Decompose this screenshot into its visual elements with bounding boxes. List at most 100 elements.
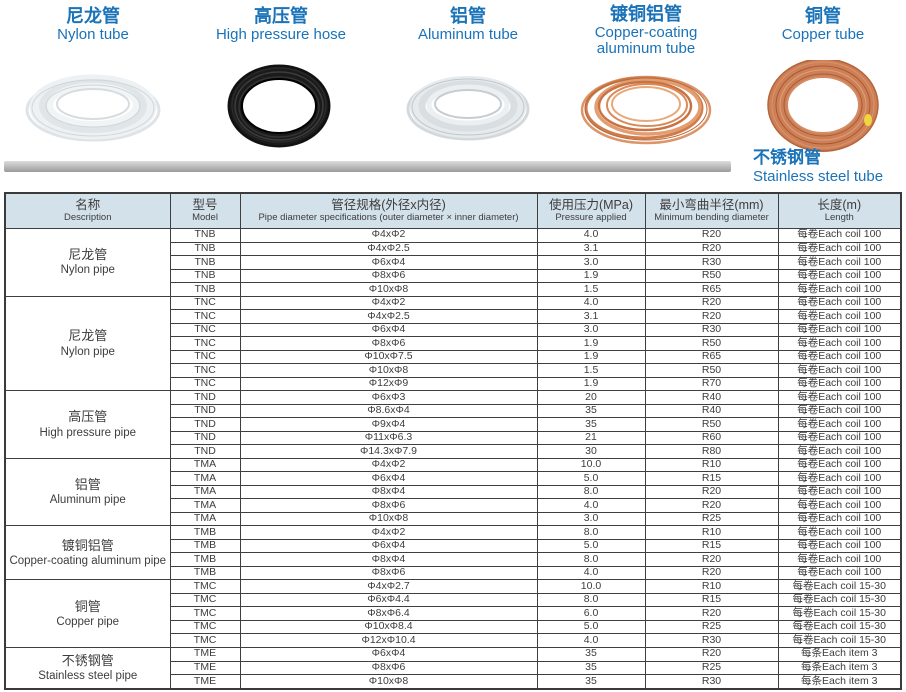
product-title-zh: 高压管 xyxy=(254,6,308,26)
pressure-cell: 8.0 xyxy=(536,484,646,500)
product-title-en: Aluminum tube xyxy=(417,25,519,43)
group-label-en: Stainless steel pipe xyxy=(38,670,138,683)
length-cell: 每卷Each coil 100 xyxy=(777,309,902,324)
table-row: 镀铜铝管 Copper-coating aluminum pipe TMB Φ4xΦ2… xyxy=(4,525,902,581)
product-copper-coating-aluminum-tube: 镀铜铝管 Copper-coating aluminum tube xyxy=(561,4,731,152)
model-cell: TMB xyxy=(169,525,241,540)
table-body: 尼龙管 Nylon pipe TNB Φ4xΦ2 4.0 R20 每卷Each coil 1… xyxy=(4,228,902,690)
header-en: Model xyxy=(192,211,218,223)
spec-cell: Φ10xΦ8 xyxy=(239,673,538,690)
product-title: 高压管 High pressure hose xyxy=(196,6,366,58)
model-cell: TME xyxy=(169,673,241,690)
group-label-en: Nylon pipe xyxy=(60,264,115,277)
length-cell: 每卷Each coil 100 xyxy=(777,336,902,351)
length-cell: 每卷Each coil 100 xyxy=(777,322,902,338)
aluminum-tube-coil-image xyxy=(406,76,530,141)
product-title-en: High pressure hose xyxy=(215,25,347,43)
spec-cell: Φ10xΦ7.5 xyxy=(239,349,538,365)
col-header-pressure: 使用压力(MPa) Pressure applied xyxy=(536,192,646,229)
pressure-cell: 1.5 xyxy=(536,363,646,378)
spec-cell: Φ4xΦ2 xyxy=(239,228,538,243)
group-label-zh: 铜管 xyxy=(74,598,101,614)
stainless-steel-tube-image xyxy=(4,161,731,172)
length-cell: 每卷Each coil 100 xyxy=(777,511,902,527)
radius-cell: R65 xyxy=(644,282,779,297)
length-cell: 每条Each item 3 xyxy=(777,660,902,675)
header-zh: 管径规格(外径x内径) xyxy=(331,198,446,213)
radius-cell: R20 xyxy=(644,309,779,324)
table-row: TNB Φ10xΦ8 1.5 R65 每卷Each coil 100 xyxy=(5,282,902,297)
spec-cell: Φ6xΦ4 xyxy=(239,647,538,662)
table-row: 尼龙管 Nylon pipe TNC Φ4xΦ2 4.0 R20 每卷Each coil 1… xyxy=(4,295,902,392)
product-title-en: Nylon tube xyxy=(57,25,129,43)
radius-cell: R10 xyxy=(644,579,779,594)
header-zh: 使用压力(MPa) xyxy=(548,198,634,213)
table-row: 不锈钢管 Stainless steel pipe TME Φ6xΦ4 35 R20 每条E… xyxy=(4,646,902,690)
spec-cell: Φ4xΦ2 xyxy=(239,525,538,540)
radius-cell: R20 xyxy=(644,498,779,513)
group-label-en: Copper-coating aluminum pipe xyxy=(9,555,167,568)
model-cell: TNB xyxy=(169,282,241,297)
table-row: TNC Φ12xΦ9 1.9 R70 每卷Each coil 100 xyxy=(5,376,902,392)
pressure-cell: 35 xyxy=(536,660,646,675)
copper-coating-aluminum-coil-image xyxy=(580,75,712,144)
spec-cell: Φ6xΦ4 xyxy=(239,322,538,338)
table-row: 铝管 Aluminum pipe TMA Φ4xΦ2 10.0 R10 每卷Each coi… xyxy=(4,457,902,527)
header-zh: 型号 xyxy=(192,198,218,213)
model-cell: TNC xyxy=(169,295,241,311)
group-label-cell: 高压管 High pressure pipe xyxy=(4,390,171,459)
spec-cell: Φ12xΦ10.4 xyxy=(239,633,538,648)
header-en: Minimum bending diameter xyxy=(654,211,769,223)
table-row: TND Φ14.3xΦ7.9 30 R80 每卷Each coil 100 xyxy=(5,444,902,459)
pressure-cell: 8.0 xyxy=(536,552,646,567)
length-cell: 每卷Each coil 100 xyxy=(777,444,902,459)
stainless-label-zh: 不锈钢管 xyxy=(753,148,821,167)
radius-cell: R15 xyxy=(644,471,779,486)
radius-cell: R20 xyxy=(644,647,779,662)
spec-table: 名称 Description 型号 Model 管径规格(外径x内径) Pipe diam… xyxy=(4,192,902,690)
header-zh: 最小弯曲半径(mm) xyxy=(659,198,764,213)
spec-cell: Φ10xΦ8.4 xyxy=(239,619,538,635)
model-cell: TMC xyxy=(169,606,241,621)
radius-cell: R20 xyxy=(644,295,779,311)
model-cell: TMB xyxy=(169,552,241,567)
pressure-cell: 1.9 xyxy=(536,376,646,392)
radius-cell: R30 xyxy=(644,322,779,338)
pressure-cell: 8.0 xyxy=(536,525,646,540)
group-label-zh: 铝管 xyxy=(74,477,101,493)
spec-cell: Φ10xΦ8 xyxy=(239,363,538,378)
radius-cell: R30 xyxy=(644,673,779,690)
length-cell: 每卷Each coil 100 xyxy=(777,552,902,567)
table-header: 名称 Description 型号 Model 管径规格(外径x内径) Pipe diam… xyxy=(4,192,902,229)
radius-cell: R30 xyxy=(644,255,779,270)
spec-cell: Φ8xΦ6 xyxy=(239,565,538,581)
col-header-bending-radius: 最小弯曲半径(mm) Minimum bending diameter xyxy=(644,192,779,229)
pressure-cell: 4.0 xyxy=(536,565,646,581)
pressure-cell: 1.5 xyxy=(536,282,646,297)
table-row: TND Φ9xΦ4 35 R50 每卷Each coil 100 xyxy=(5,417,902,432)
radius-cell: R30 xyxy=(644,633,779,648)
coil-tag xyxy=(864,114,872,126)
col-header-model: 型号 Model xyxy=(169,192,241,229)
group-label-cell: 铜管 Copper pipe xyxy=(4,579,171,648)
spec-cell: Φ8xΦ4 xyxy=(239,484,538,500)
model-cell: TND xyxy=(169,403,241,419)
model-cell: TMC xyxy=(169,592,241,608)
pressure-cell: 1.9 xyxy=(536,268,646,284)
table-row: TMB Φ8xΦ4 8.0 R20 每卷Each coil 100 xyxy=(5,552,902,567)
pressure-cell: 1.9 xyxy=(536,336,646,351)
model-cell: TNC xyxy=(169,376,241,392)
table-row: TNB Φ8xΦ6 1.9 R50 每卷Each coil 100 xyxy=(5,268,902,284)
radius-cell: R20 xyxy=(644,484,779,500)
radius-cell: R10 xyxy=(644,457,779,473)
model-cell: TMC xyxy=(169,579,241,594)
radius-cell: R70 xyxy=(644,376,779,392)
model-cell: TNC xyxy=(169,363,241,378)
table-row: TMA Φ8xΦ6 4.0 R20 每卷Each coil 100 xyxy=(5,498,902,513)
table-row: TNC Φ6xΦ4 3.0 R30 每卷Each coil 100 xyxy=(5,322,902,338)
length-cell: 每卷Each coil 100 xyxy=(777,255,902,270)
length-cell: 每卷Each coil 100 xyxy=(777,349,902,365)
model-cell: TNC xyxy=(169,309,241,324)
header-en: Description xyxy=(63,211,112,223)
model-cell: TMC xyxy=(169,619,241,635)
